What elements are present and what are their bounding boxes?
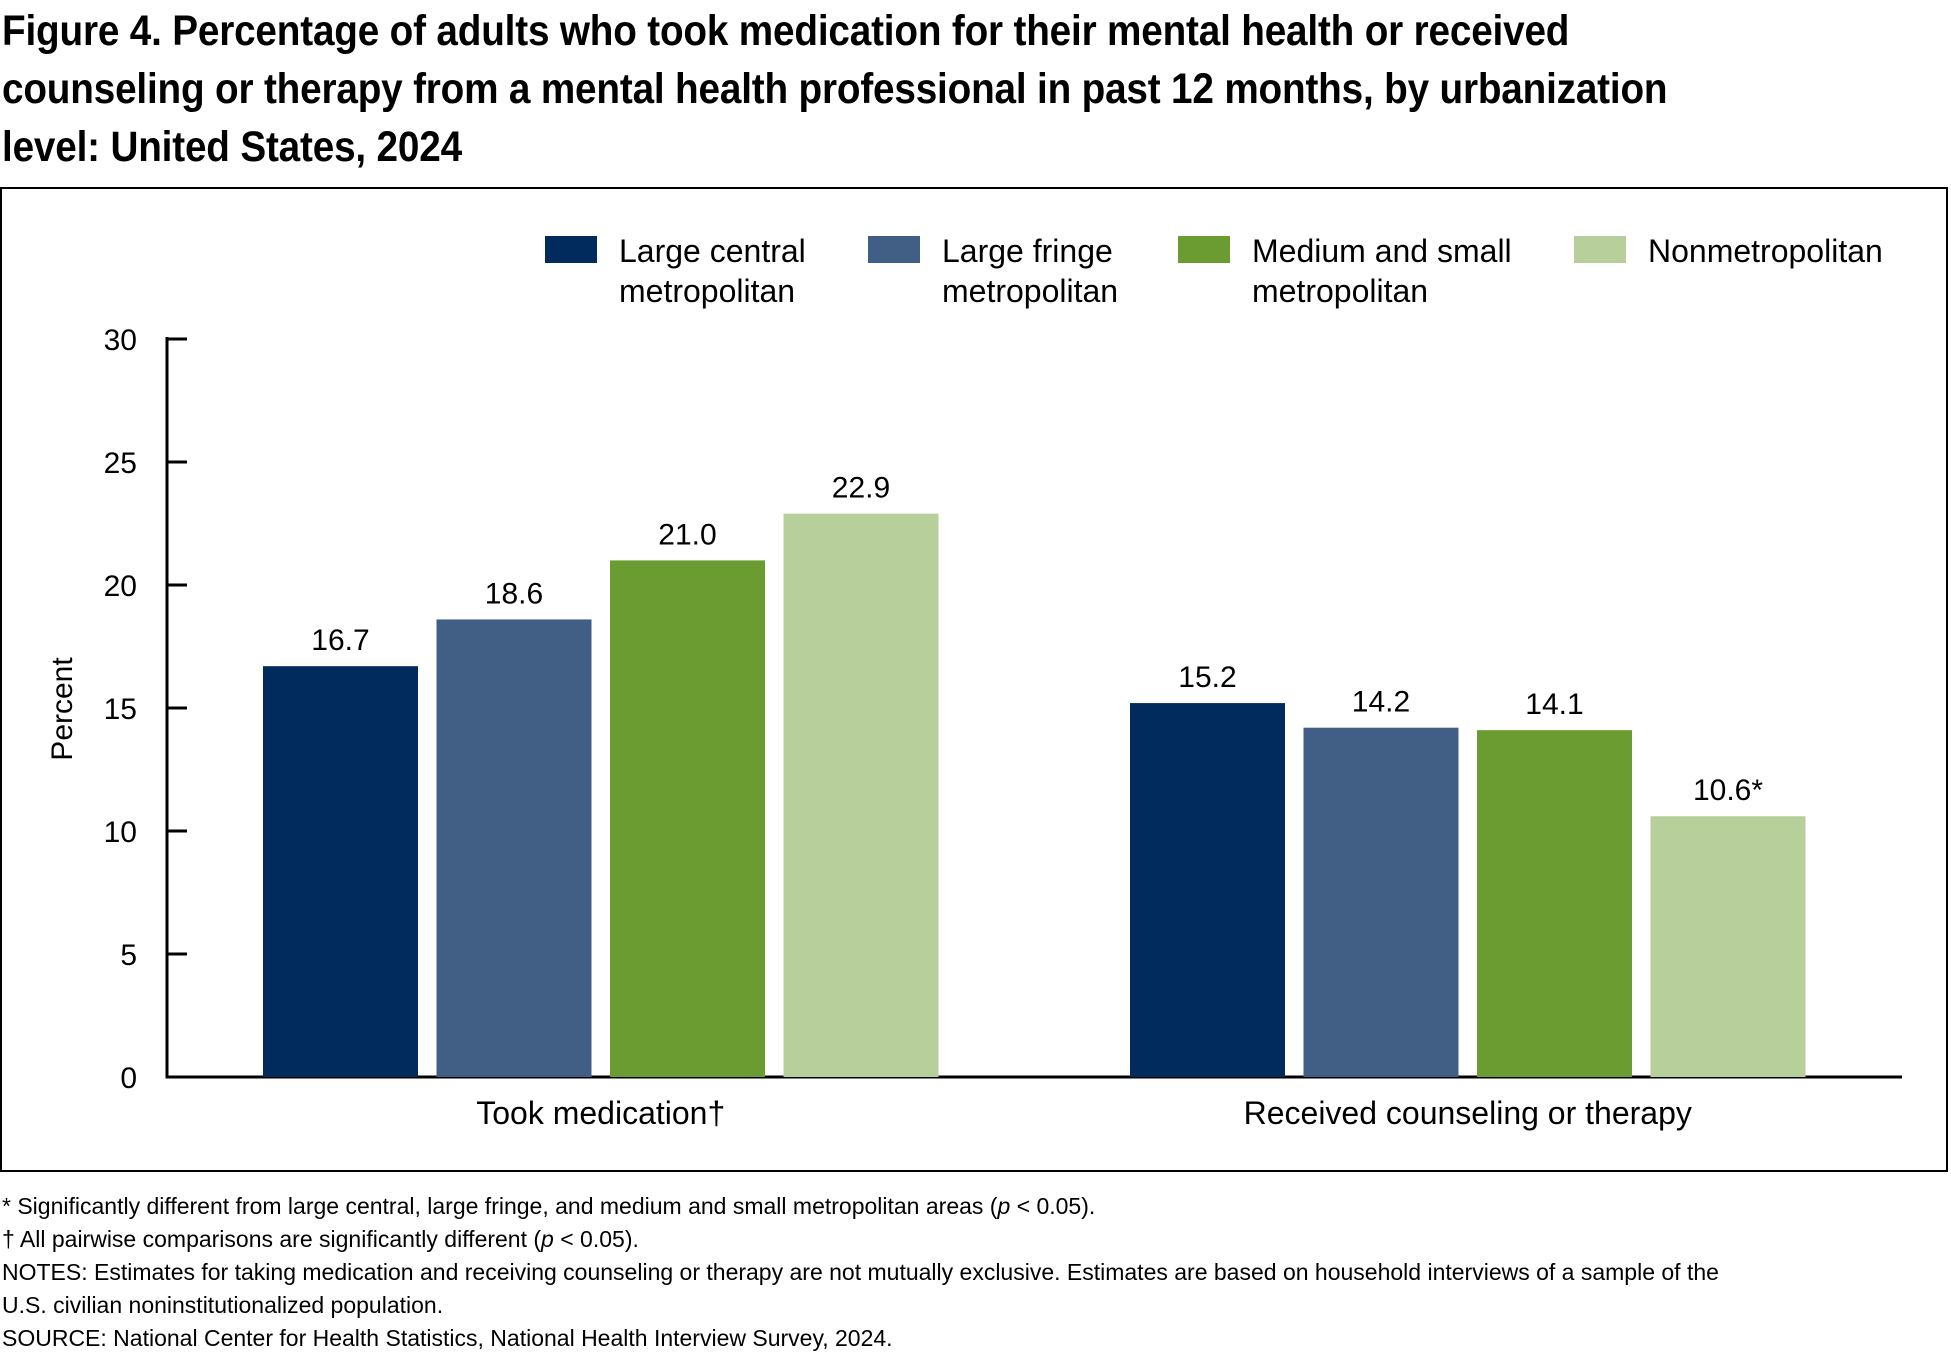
bar-value-label: 21.0 <box>658 518 716 551</box>
y-tick-label: 10 <box>104 816 137 849</box>
bar <box>1130 703 1285 1077</box>
bar-chart: Large central metropolitan Large fringe met… <box>46 233 1902 1131</box>
legend-label: Large fringe <box>942 233 1113 269</box>
y-axis-title: Percent <box>46 657 79 761</box>
source-line: SOURCE: National Center for Health Stati… <box>2 1325 893 1351</box>
footnote-star: * Significantly different from large cen… <box>2 1193 1096 1219</box>
legend-swatch <box>1574 236 1626 263</box>
notes-line-2: U.S. civilian noninstitutionalized popul… <box>2 1292 444 1318</box>
bar-value-label: 14.1 <box>1525 688 1583 721</box>
y-tick-label: 30 <box>104 324 137 357</box>
legend-swatch <box>1178 236 1230 263</box>
legend-label: metropolitan <box>619 273 795 309</box>
bar-value-label: 14.2 <box>1352 686 1410 719</box>
bar-value-label: 18.6 <box>485 577 543 610</box>
legend-label: Large central <box>619 233 806 269</box>
legend-label: Medium and small <box>1252 233 1512 269</box>
bar <box>783 513 939 1077</box>
bar <box>436 619 592 1077</box>
legend: Large central metropolitan Large fringe met… <box>545 233 1883 309</box>
footnote-dagger: † All pairwise comparisons are significa… <box>2 1226 639 1252</box>
notes-line-1: NOTES: Estimates for taking medication a… <box>2 1259 1719 1285</box>
legend-label: metropolitan <box>1252 273 1428 309</box>
legend-label: metropolitan <box>942 273 1118 309</box>
y-tick-label: 15 <box>104 693 137 726</box>
footnotes: * Significantly different from large cen… <box>2 1190 1942 1355</box>
legend-label: Nonmetropolitan <box>1648 233 1883 269</box>
y-tick-label: 20 <box>104 570 137 603</box>
bar <box>1650 816 1806 1077</box>
category-label: Received counseling or therapy <box>1244 1095 1692 1131</box>
legend-swatch <box>868 236 920 263</box>
y-tick-label: 25 <box>104 447 137 480</box>
bar <box>1477 730 1632 1077</box>
bar <box>263 666 418 1077</box>
bar <box>610 560 765 1077</box>
bar-value-label: 16.7 <box>311 624 369 657</box>
bar-value-label: 10.6* <box>1693 774 1763 807</box>
y-tick-label: 5 <box>120 939 137 972</box>
bar-value-label: 15.2 <box>1178 661 1236 694</box>
bar <box>1303 727 1459 1077</box>
chart-frame <box>0 187 1948 1172</box>
y-tick-label: 0 <box>120 1062 137 1095</box>
bar-value-label: 22.9 <box>832 472 890 505</box>
plot-area: 0 5 10 15 20 25 30 16.7 18.6 21.0 22.9 Took medicat… <box>104 324 1902 1131</box>
figure-title: Figure 4. Percentage of adults who took … <box>2 7 1668 171</box>
legend-swatch <box>545 236 597 263</box>
category-label: Took medication† <box>476 1095 725 1131</box>
